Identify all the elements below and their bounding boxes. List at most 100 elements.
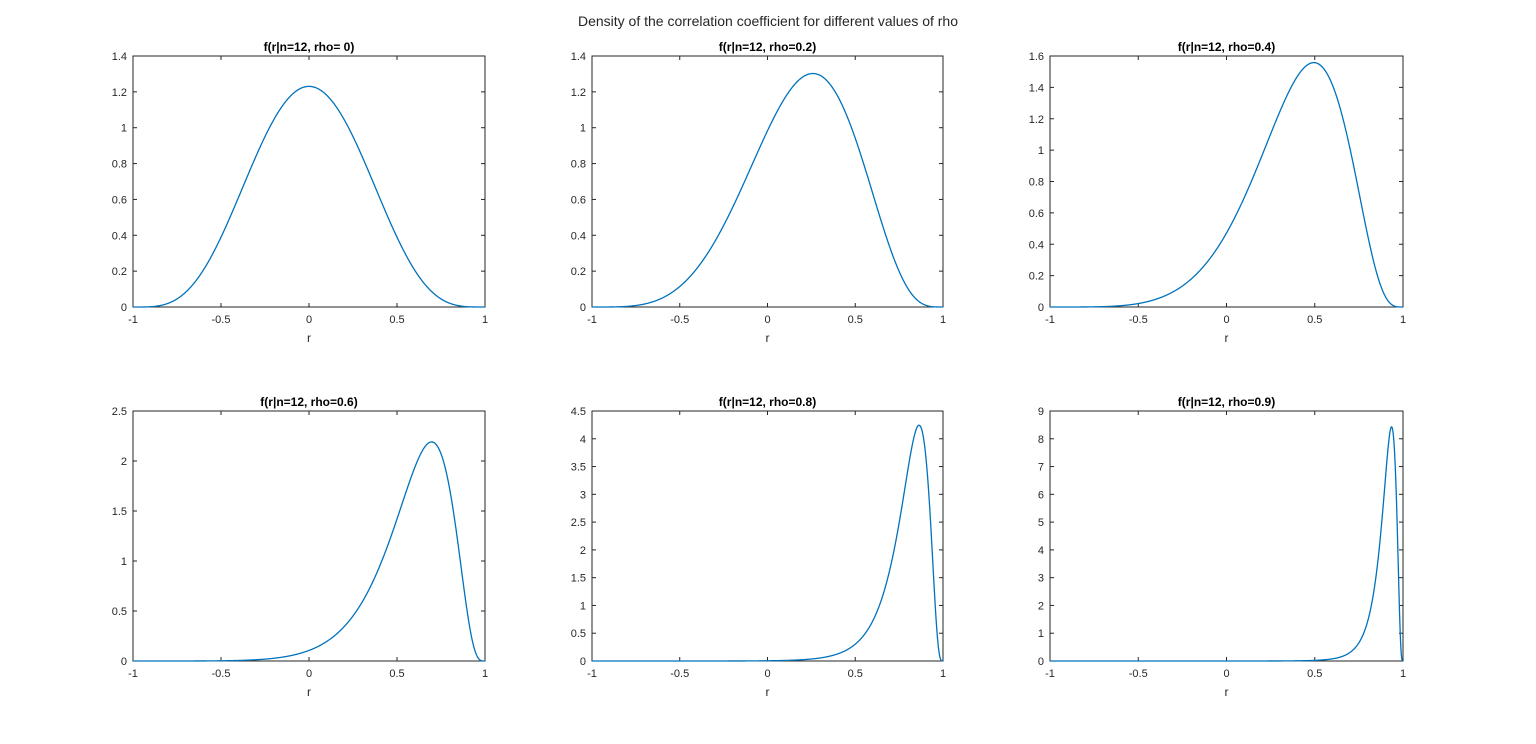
y-tick-label: 0.2 (112, 266, 127, 278)
subplot-title: f(r|n=12, rho=0.2) (719, 40, 816, 54)
y-tick-label: 0.6 (1029, 208, 1044, 220)
y-tick-label: 3 (1038, 573, 1044, 585)
y-tick-label: 8 (1038, 434, 1044, 446)
x-axis-label: r (307, 685, 311, 699)
y-tick-label: 3 (580, 489, 586, 501)
y-tick-label: 0.4 (112, 230, 127, 242)
subplot-title: f(r|n=12, rho=0.9) (1178, 395, 1275, 409)
density-curve (133, 441, 485, 662)
y-tick-label: 1.2 (571, 87, 586, 99)
x-tick-label: -0.5 (212, 314, 231, 326)
y-tick-label: 0.4 (571, 230, 586, 242)
x-tick-label: -0.5 (670, 314, 689, 326)
x-tick-label: -1 (128, 668, 138, 680)
y-tick-label: 2 (121, 456, 127, 468)
y-tick-label: 0.5 (571, 628, 586, 640)
x-tick-label: 0 (306, 314, 312, 326)
y-tick-label: 0.5 (112, 606, 127, 618)
x-tick-label: -1 (587, 314, 597, 326)
x-tick-label: -0.5 (212, 668, 231, 680)
density-curve (1050, 61, 1403, 308)
y-tick-label: 1 (580, 600, 586, 612)
axes-box (591, 410, 944, 662)
subplot-title: f(r|n=12, rho=0.8) (719, 395, 816, 409)
x-tick-label: 1 (940, 314, 946, 326)
y-tick-label: 1.4 (112, 51, 127, 63)
subplot-title: f(r|n=12, rho= 0) (264, 40, 355, 54)
axes-box (132, 410, 486, 662)
x-tick-label: 1 (1400, 314, 1406, 326)
x-tick-label: -1 (1045, 314, 1055, 326)
y-tick-label: 0 (1038, 302, 1044, 314)
y-tick-label: 1.4 (1029, 82, 1044, 94)
x-tick-label: 0 (764, 668, 770, 680)
x-tick-label: 0.5 (389, 314, 404, 326)
x-tick-label: 0.5 (848, 668, 863, 680)
y-tick-label: 0 (121, 656, 127, 668)
axes-box (591, 55, 944, 308)
density-curve (592, 424, 943, 662)
density-curve (133, 85, 485, 308)
x-tick-label: -1 (128, 314, 138, 326)
x-tick-label: 0 (1223, 668, 1229, 680)
subplot-title: f(r|n=12, rho=0.4) (1178, 40, 1275, 54)
density-curve (1050, 426, 1404, 662)
subplot-1: -1 -0.5 0 0.5 1 0 0.2 0.4 0.6 0.8 1 1.2 1.4 f(r|n=12,… (112, 40, 488, 345)
y-tick-label: 0.8 (571, 159, 586, 171)
x-tick-label: 1 (1400, 668, 1406, 680)
x-tick-label: -0.5 (1129, 314, 1148, 326)
y-tick-label: 6 (1038, 489, 1044, 501)
y-tick-label: 1 (121, 123, 127, 135)
figure-title: Density of the correlation coefficient f… (578, 13, 958, 29)
y-tick-label: 0.2 (571, 266, 586, 278)
y-tick-label: 4 (580, 434, 586, 446)
y-tick-label: 0.2 (1029, 271, 1044, 283)
y-tick-label: 4.5 (571, 406, 586, 418)
y-tick-label: 0.8 (1029, 177, 1044, 189)
y-tick-label: 0 (121, 302, 127, 314)
x-axis-label: r (307, 331, 311, 345)
density-curve (592, 72, 943, 308)
y-tick-label: 1 (580, 123, 586, 135)
y-tick-label: 9 (1038, 406, 1044, 418)
axes-box (132, 55, 486, 308)
y-tick-label: 1 (1038, 628, 1044, 640)
y-tick-label: 1.2 (1029, 114, 1044, 126)
x-tick-label: 0.5 (1307, 314, 1322, 326)
y-tick-label: 0.6 (112, 194, 127, 206)
y-tick-label: 2 (1038, 600, 1044, 612)
x-tick-label: -0.5 (670, 668, 689, 680)
subplot-6: -1 -0.5 0 0.5 1 0 1 2 3 4 5 6 7 8 9 f(r|n=12, rho=0.9) r (1038, 395, 1406, 699)
x-tick-label: 0 (306, 668, 312, 680)
x-axis-label: r (1225, 331, 1229, 345)
x-tick-label: 1 (482, 668, 488, 680)
y-tick-label: 5 (1038, 517, 1044, 529)
x-tick-label: 1 (482, 314, 488, 326)
x-axis-label: r (766, 331, 770, 345)
x-tick-label: 0.5 (389, 668, 404, 680)
subplot-3: -1 -0.5 0 0.5 1 0 0.2 0.4 0.6 0.8 1 1.2 1.4 1.6 f(r|n=… (1029, 40, 1406, 345)
y-tick-label: 0 (580, 302, 586, 314)
y-tick-label: 1.4 (571, 51, 586, 63)
y-tick-label: 3.5 (571, 462, 586, 474)
x-tick-label: 1 (940, 668, 946, 680)
axes-box (1049, 55, 1404, 308)
y-tick-label: 0.8 (112, 159, 127, 171)
subplot-2: -1 -0.5 0 0.5 1 0 0.2 0.4 0.6 0.8 1 1.2 1.4 f(r|n=12,… (571, 40, 946, 345)
axes-box (1049, 410, 1404, 662)
x-tick-label: -1 (1045, 668, 1055, 680)
y-tick-label: 0 (580, 656, 586, 668)
x-tick-label: 0.5 (1307, 668, 1322, 680)
x-tick-label: -1 (587, 668, 597, 680)
x-tick-label: 0.5 (848, 314, 863, 326)
y-tick-label: 2.5 (571, 517, 586, 529)
y-tick-label: 0.6 (571, 194, 586, 206)
y-tick-label: 1.2 (112, 87, 127, 99)
subplot-title: f(r|n=12, rho=0.6) (260, 395, 357, 409)
subplot-5: -1 -0.5 0 0.5 1 0 0.5 1 1.5 2 2.5 3 3.5 4 4.5 f(r|n=12,… (571, 395, 946, 699)
y-tick-label: 7 (1038, 462, 1044, 474)
x-tick-label: -0.5 (1129, 668, 1148, 680)
y-tick-label: 0 (1038, 656, 1044, 668)
y-tick-label: 1.5 (112, 506, 127, 518)
